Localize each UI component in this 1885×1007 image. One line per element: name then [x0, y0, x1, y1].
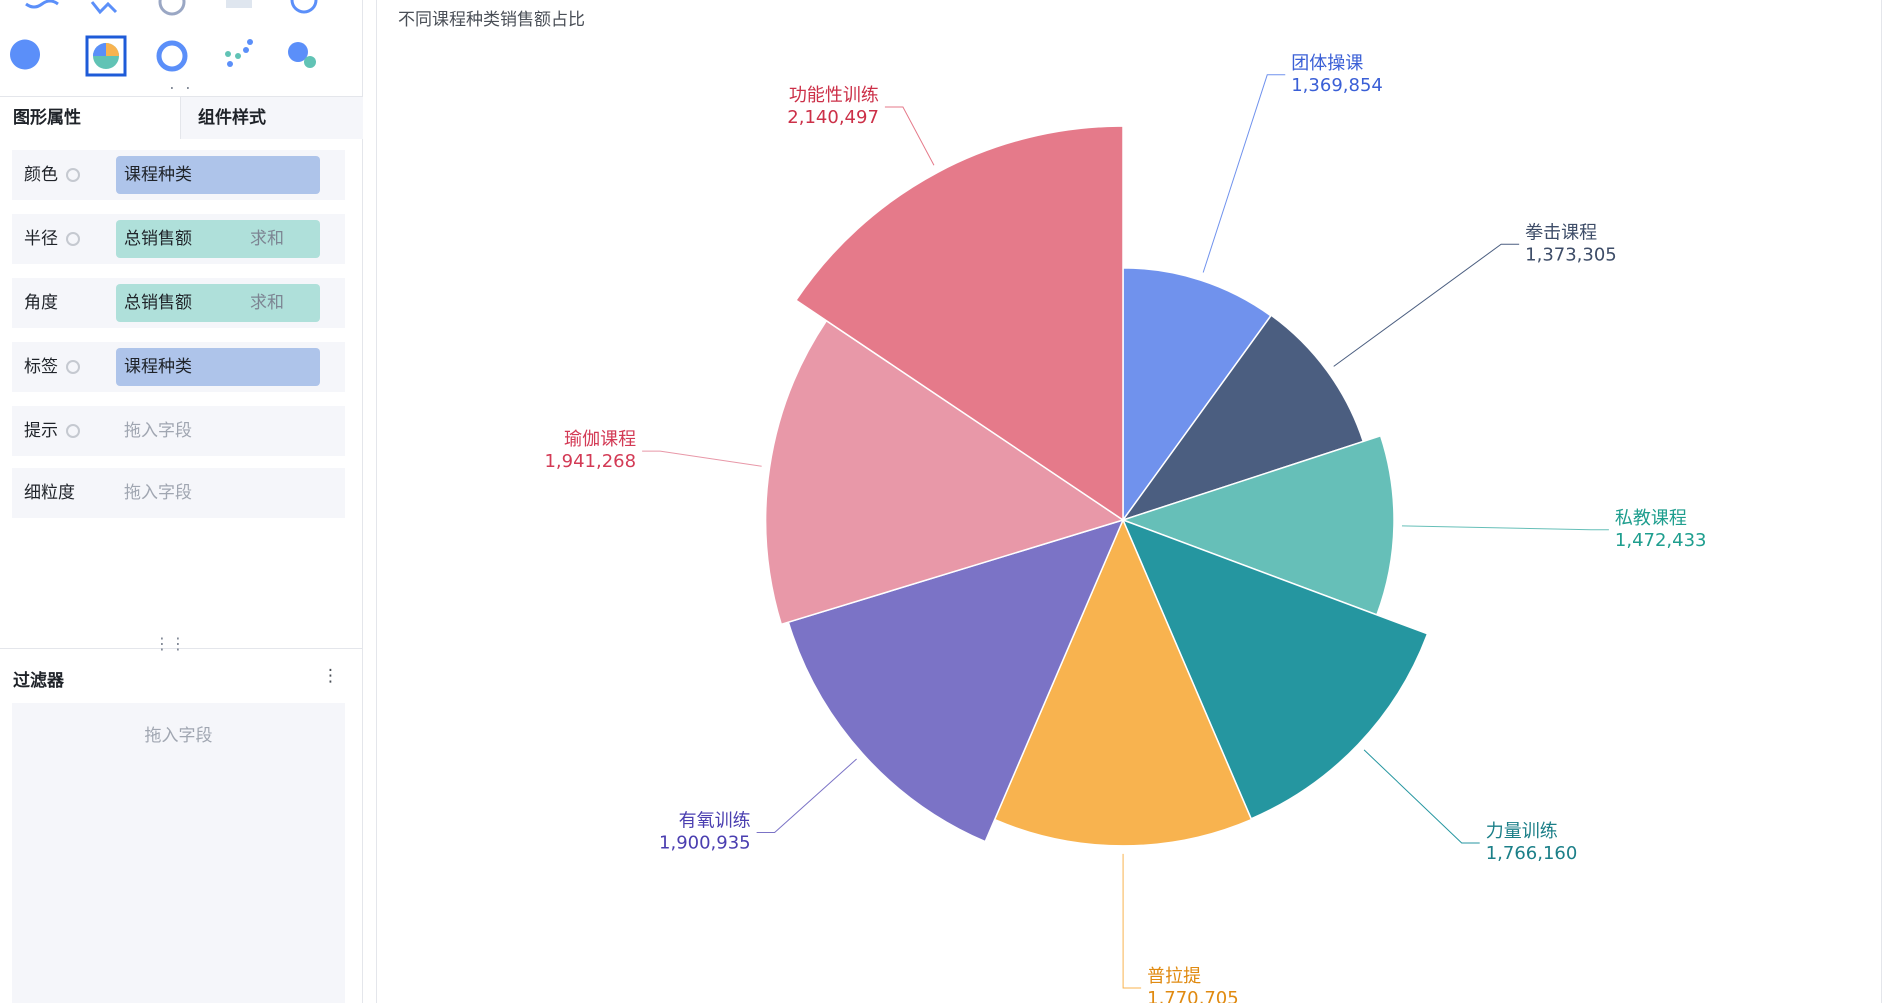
slice-value-label: 1,900,935: [659, 833, 751, 854]
slice-label: 有氧训练: [679, 811, 751, 832]
field-label: 颜色: [24, 165, 58, 185]
field-label: 角度: [24, 293, 58, 313]
field-pill[interactable]: 总销售额 求和: [116, 284, 320, 322]
slice-value-label: 2,140,497: [787, 107, 879, 128]
field-row: 角度 总销售额 求和: [12, 278, 345, 328]
slice-value-label: 1,369,854: [1291, 75, 1383, 96]
field-label: 细粒度: [24, 483, 75, 503]
filter-drop-zone[interactable]: 拖入字段: [12, 703, 345, 1003]
field-pill[interactable]: 课程种类: [116, 156, 320, 194]
chart-type-icons: ⋮⋮: [10, 0, 318, 103]
field-row: 标签 课程种类: [12, 342, 345, 392]
chart-panel: 不同课程种类销售额占比 团体操课 1,369,854 拳击课程 1,373,305 私教…: [376, 0, 1881, 1007]
field-aggregate: 求和: [250, 229, 284, 249]
leader-line: [1401, 525, 1609, 531]
slice-value-label: 1,941,268: [544, 451, 636, 472]
slice-label: 普拉提: [1147, 966, 1201, 987]
field-row: 半径 总销售额 求和: [12, 214, 345, 264]
field-label: 标签: [24, 357, 58, 377]
rose-icon-selected[interactable]: [85, 35, 127, 77]
slice-label: 私教课程: [1615, 508, 1687, 529]
tab[interactable]: 图形属性: [13, 108, 81, 128]
slice-label: 功能性训练: [789, 85, 879, 106]
field-value: 课程种类: [124, 357, 192, 377]
field-placeholder[interactable]: 拖入字段: [124, 421, 192, 441]
filter-title: 过滤器: [13, 671, 64, 691]
tab-bar: 图形属性 组件样式: [0, 96, 363, 139]
slice-label: 拳击课程: [1525, 222, 1597, 243]
field-label: 半径: [24, 229, 58, 249]
slice-value-label: 1,472,433: [1615, 530, 1707, 551]
slice-value-label: 1,373,305: [1525, 244, 1617, 265]
leader-line: [1202, 74, 1286, 273]
filter-placeholder: 拖入字段: [144, 726, 213, 746]
rose-slice: [1122, 267, 1272, 523]
slice-label: 瑜伽课程: [564, 429, 636, 450]
pie-icon[interactable]: [10, 39, 41, 70]
rose-slice: [787, 518, 1125, 843]
slice-label: 团体操课: [1291, 53, 1363, 74]
leader-line: [884, 106, 935, 166]
rose-slice: [794, 125, 1124, 522]
rose-slice: [993, 518, 1253, 847]
field-value: 总销售额: [124, 229, 192, 249]
field-pill[interactable]: 课程种类: [116, 348, 320, 386]
field-row: 细粒度 拖入字段: [12, 468, 345, 518]
slice-value-label: 1,766,160: [1486, 843, 1578, 864]
leader-line: [1333, 243, 1520, 367]
leader-line: [1363, 749, 1480, 844]
rose-slice: [1120, 434, 1395, 616]
field-aggregate: 求和: [250, 293, 284, 313]
field-row: 提示 拖入字段: [12, 406, 345, 456]
field-value: 总销售额: [124, 293, 192, 313]
field-value: 课程种类: [124, 165, 192, 185]
leader-line: [756, 758, 857, 834]
rose-slice: [1121, 518, 1429, 820]
leader-line: [642, 450, 762, 467]
rose-slice: [1121, 314, 1365, 522]
field-pill[interactable]: 总销售额 求和: [116, 220, 320, 258]
bubble-icon[interactable]: [288, 42, 308, 62]
more-button[interactable]: ⋮: [322, 666, 339, 686]
svg-text:⋮⋮: ⋮⋮: [164, 84, 196, 91]
rose-slice: [764, 319, 1125, 626]
field-label: 提示: [24, 421, 58, 441]
leader-line: [1122, 853, 1142, 989]
donut-icon[interactable]: [156, 40, 188, 72]
tab[interactable]: 组件样式: [198, 108, 266, 128]
slice-value-label: 1,770,705: [1147, 988, 1239, 1003]
slice-label: 力量训练: [1486, 821, 1558, 842]
field-row: 颜色 课程种类: [12, 150, 345, 200]
chart-title: 不同课程种类销售额占比: [398, 10, 585, 30]
field-placeholder[interactable]: 拖入字段: [124, 483, 192, 503]
